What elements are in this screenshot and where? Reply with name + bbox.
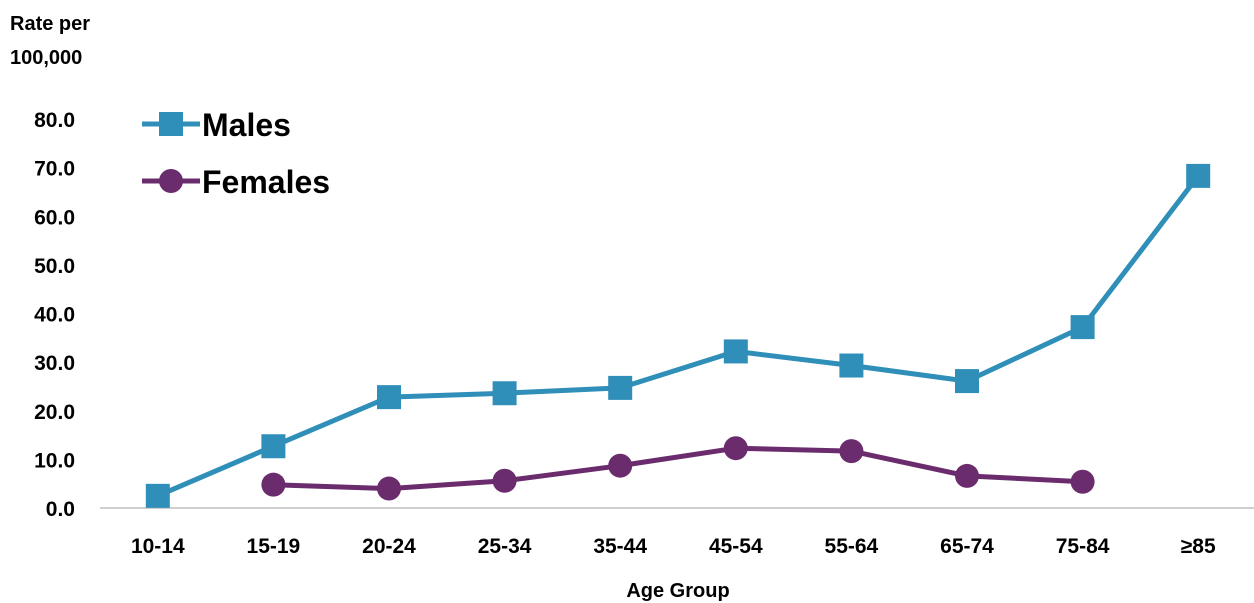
y-axis-label-line-1: Rate per [10, 13, 90, 35]
males-data-point [955, 369, 979, 394]
females-data-point [955, 463, 979, 488]
x-tick-label: 20-24 [362, 535, 416, 558]
females-data-point [608, 453, 633, 478]
females-data-point [839, 439, 864, 464]
males-data-point [608, 375, 633, 400]
y-tick-label: 20.0 [34, 401, 75, 424]
series-group [145, 163, 1211, 508]
males-legend-marker [159, 112, 183, 136]
males-data-point [377, 385, 401, 410]
y-tick-label: 50.0 [34, 255, 75, 278]
x-tick-label: 10-14 [131, 535, 185, 558]
males-data-point [261, 434, 286, 459]
y-axis-label-line-2: 100,000 [10, 47, 82, 69]
females-data-point [1070, 469, 1095, 494]
y-tick-labels: 0.0 10.0 20.0 30.0 40.0 50.0 60.0 70.0 80.0 [34, 109, 75, 521]
y-tick-label: 70.0 [34, 158, 75, 181]
males-data-point [492, 381, 517, 406]
x-tick-label: 45-54 [709, 535, 763, 558]
x-tick-label: 55-64 [825, 535, 879, 558]
males-data-point [1186, 163, 1211, 188]
females-data-point [492, 468, 517, 493]
males-data-point [723, 339, 748, 364]
y-tick-label: 10.0 [34, 449, 75, 472]
y-tick-label: 40.0 [34, 304, 75, 327]
x-tick-label: ≥85 [1181, 535, 1216, 558]
x-tick-label: 75-84 [1056, 535, 1110, 558]
males-series-line [156, 174, 1201, 499]
females-data-point [377, 476, 401, 501]
x-tick-label: 15-19 [247, 535, 301, 558]
males-legend-label: Males [202, 107, 291, 143]
x-tick-label: 35-44 [593, 535, 647, 558]
x-axis-label: Age Group [626, 580, 729, 602]
x-tick-labels: 10-14 15-19 20-24 25-34 35-44 45-54 55-64 65-74… [131, 535, 1216, 558]
y-tick-label: 30.0 [34, 352, 75, 375]
males-data-point [1070, 315, 1095, 340]
y-tick-label: 0.0 [46, 498, 75, 521]
females-legend-marker [159, 169, 183, 193]
females-data-point [261, 472, 286, 497]
x-tick-label: 65-74 [940, 535, 994, 558]
females-series-line [273, 445, 1083, 492]
y-tick-label: 60.0 [34, 206, 75, 229]
males-data-point [839, 353, 864, 378]
males-data-point [145, 483, 170, 508]
y-tick-label: 80.0 [34, 109, 75, 132]
females-data-point [723, 436, 748, 461]
x-tick-label: 25-34 [478, 535, 532, 558]
legend: Males Females [142, 107, 330, 200]
females-legend-label: Females [202, 164, 330, 200]
